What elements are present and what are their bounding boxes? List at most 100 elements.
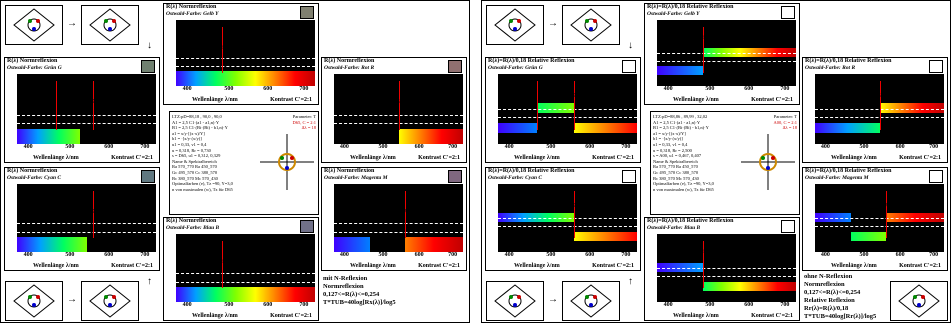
color-wheel-icon [486,281,544,321]
color-swatch [929,60,943,73]
spectrum-area [815,74,944,144]
x-axis-label: Wellenlänge λ/nm [514,263,560,269]
plot-subtitle: Ostwald-Farbe: Gelb Y [647,11,700,17]
color-swatch [141,60,155,73]
x-axis-label: Wellenlänge λ/nm [514,155,560,161]
plot-subtitle: Ostwald-Farbe: Magenta M [324,175,388,181]
peak-label: λ=495 [693,250,706,255]
color-swatch [300,6,314,19]
contrast-label: Kontrast C'=2:1 [899,155,941,161]
plot-subtitle: Ostwald-Farbe: Grün G [7,65,62,71]
info-box: LTZ:pD=88,86 , 89,99 , 32,02 A1 = 2,5 C1·… [650,111,800,215]
plot-subtitle: Ostwald-Farbe: Grün G [488,65,543,71]
left-half: → ↓ R(λ) Normreflexion Ostwald-Farbe: Ge… [0,0,470,323]
plot-title: R(λ)=R(λ)/0,18 Relative Reflexion [805,58,892,64]
color-wheel-icon [5,5,63,45]
x-axis: 400 500 600 700 [820,252,939,258]
x-axis: 400 500 600 700 [182,302,309,308]
x-axis: 400 500 600 700 [182,86,309,92]
peak-label: λ=570 [392,100,405,105]
color-wheel-icon [562,5,620,45]
color-wheel-icon [81,281,139,321]
plot-cyan: R(λ)=R(λ)/0,18 Relative Reflexion Ostwal… [485,167,641,271]
plot-cyan: R(λ) Normreflexion Ostwald-Farbe: Cyan C… [4,167,160,271]
color-swatch [781,220,795,233]
plot-title: R(λ) Normreflexion [166,218,217,224]
spectrum-area [17,74,156,144]
color-swatch [929,170,943,183]
color-wheel-icon [486,5,544,45]
info-lines: LTZ:pD=88,18 , 90,0 , 90,0 A1 = 2,5 C1·(a… [172,114,233,192]
peak-label: λ=495 [212,46,225,51]
x-axis: 400 500 600 700 [504,252,631,258]
plot-subtitle: Ostwald-Farbe: Blau B [647,225,701,231]
plot-subtitle: Ostwald-Farbe: Blau B [166,225,220,231]
x-axis-label: Wellenlänge λ/nm [192,97,238,103]
plot-yellow: R(λ) Normreflexion Ostwald-Farbe: Gelb Y… [163,3,319,105]
contrast-label: Kontrast C'=2:1 [418,263,460,269]
contrast-label: Kontrast C'=2:1 [899,263,941,269]
peak-label: λ=495 [693,36,706,41]
x-axis: 400 500 600 700 [504,144,631,150]
caption: ohne N-Reflexion Normreflexion 0,127<=R(λ)… [804,273,877,320]
arrow-up-icon: ↑ [628,276,633,287]
plot-title: R(λ) Normreflexion [324,58,375,64]
plot-title: R(λ)=R(λ)/0,18 Relative Reflexion [488,168,575,174]
contrast-label: Kontrast C'=2:1 [592,263,634,269]
plot-title: R(λ) Normreflexion [7,58,58,64]
peak-label: λ=570 [873,94,886,99]
spectrum-area [176,20,315,86]
info-lines: LTZ:pD=88,86 , 89,99 , 32,02 A1 = 2,5 C1·… [653,114,714,192]
color-swatch [448,60,462,73]
peak-label: λ=570 [568,94,581,99]
plot-title: R(λ) Normreflexion [166,4,217,10]
ab-diagram [741,134,795,190]
arrow-right-icon: → [548,18,558,29]
arrow-up-icon: ↑ [147,276,152,287]
spectrum-area [498,74,637,144]
contrast-label: Kontrast C'=2:1 [592,155,634,161]
arrow-right-icon: → [67,294,77,305]
color-swatch [141,170,155,183]
x-axis: 400 500 600 700 [663,86,790,92]
arrow-right-icon: → [548,294,558,305]
color-swatch [781,6,795,19]
x-axis-label: Wellenlänge λ/nm [350,155,396,161]
color-swatch [448,170,462,183]
plot-blue: R(λ) Normreflexion Ostwald-Farbe: Blau B… [163,217,319,321]
x-axis: 400 500 600 700 [23,144,150,150]
spectrum-area [657,20,796,86]
plot-green: R(λ) Normreflexion Ostwald-Farbe: Grün G… [4,57,160,163]
plot-title: R(λ)=R(λ)/0,18 Relative Reflexion [647,218,734,224]
x-axis-label: Wellenlänge λ/nm [33,263,79,269]
contrast-label: Kontrast C'=2:1 [751,97,793,103]
spectrum-area [657,234,796,302]
x-axis: 400 500 600 700 [339,252,458,258]
right-half: → ↓ R(λ)=R(λ)/0,18 Relative Reflexion Os… [481,0,951,323]
contrast-label: Kontrast C'=2:1 [418,155,460,161]
arrow-right-icon: → [67,18,77,29]
color-wheel-icon [5,281,63,321]
plot-yellow: R(λ)=R(λ)/0,18 Relative Reflexion Ostwal… [644,3,800,105]
x-axis: 400 500 600 700 [820,144,939,150]
peak-label: λ=570 [568,204,581,209]
peak-label: λ=570 [396,210,409,215]
plot-subtitle: Ostwald-Farbe: Cyan C [7,175,62,181]
plot-subtitle: Ostwald-Farbe: Rot R [324,65,375,71]
param-box: Parameter: T D65, C = 2:1 Δλ = 18 [292,114,316,131]
plot-subtitle: Ostwald-Farbe: Cyan C [488,175,543,181]
plot-blue: R(λ)=R(λ)/0,18 Relative Reflexion Ostwal… [644,217,800,321]
color-swatch [300,220,314,233]
peak-label: λ=570 [87,100,100,105]
peak-label: λ=570 [877,204,890,209]
arrow-down-icon: ↓ [628,40,633,51]
x-axis: 400 500 600 700 [663,302,790,308]
plot-magenta: R(λ) Normreflexion Ostwald-Farbe: Magent… [321,167,467,271]
plot-green: R(λ)=R(λ)/0,18 Relative Reflexion Ostwal… [485,57,641,163]
spectrum-area [815,184,944,252]
contrast-label: Kontrast C'=2:1 [111,155,153,161]
plot-title: R(λ)=R(λ)/0,18 Relative Reflexion [488,58,575,64]
x-axis-label: Wellenlänge λ/nm [831,155,877,161]
x-axis: 400 500 600 700 [339,144,458,150]
plot-red: R(λ) Normreflexion Ostwald-Farbe: Rot R … [321,57,467,163]
